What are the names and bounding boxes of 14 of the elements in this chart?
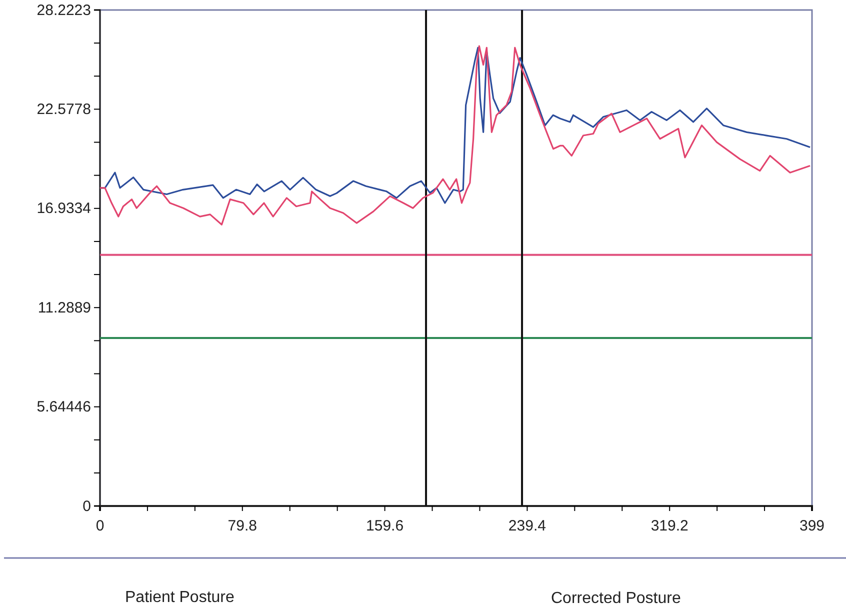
text: Patient Posture <box>125 589 234 606</box>
x-tick-label: 79.8 <box>228 518 257 534</box>
x-tick-label: 0 <box>96 518 104 534</box>
y-tick-label: 28.2223 <box>36 2 91 19</box>
x-tick-label: 239.4 <box>508 518 546 534</box>
y-tick-label: 11.2889 <box>38 299 91 316</box>
y-tick-label: 16.9334 <box>36 200 91 218</box>
x-tick-label: 319.2 <box>650 518 688 534</box>
y-tick-label: 0 <box>82 498 91 515</box>
y-tick-label: 22.5778 <box>36 101 91 118</box>
y-tick-label: 5.64446 <box>36 398 91 416</box>
text: Corrected Posture <box>551 590 681 607</box>
x-tick-label: 399 <box>799 518 825 534</box>
x-tick-label: 159.6 <box>366 518 404 534</box>
